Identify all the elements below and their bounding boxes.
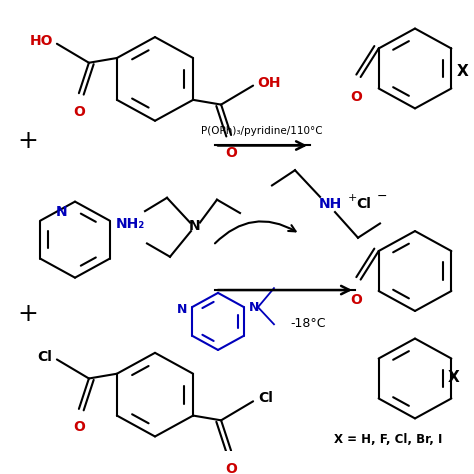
Text: X: X bbox=[456, 64, 468, 79]
Text: Cl: Cl bbox=[37, 350, 52, 364]
Text: Cl: Cl bbox=[356, 198, 371, 211]
Text: OH: OH bbox=[257, 76, 281, 90]
Text: X: X bbox=[447, 370, 459, 385]
Text: NH: NH bbox=[319, 198, 342, 211]
Text: +: + bbox=[348, 193, 357, 203]
FancyArrowPatch shape bbox=[215, 221, 296, 243]
Text: O: O bbox=[351, 293, 363, 307]
Text: O: O bbox=[73, 105, 85, 118]
Text: N: N bbox=[55, 205, 67, 219]
Text: O: O bbox=[225, 462, 237, 474]
Text: O: O bbox=[351, 91, 363, 104]
Text: Cl: Cl bbox=[258, 392, 273, 405]
Text: NH₂: NH₂ bbox=[116, 218, 145, 231]
Text: O: O bbox=[225, 146, 237, 161]
Text: −: − bbox=[377, 191, 388, 203]
Text: +: + bbox=[18, 302, 38, 326]
Text: N: N bbox=[177, 302, 187, 316]
Text: N: N bbox=[189, 219, 201, 233]
Text: -18°C: -18°C bbox=[290, 317, 326, 330]
Text: N: N bbox=[249, 301, 259, 314]
Text: +: + bbox=[18, 129, 38, 153]
Text: O: O bbox=[73, 420, 85, 434]
Text: HO: HO bbox=[29, 34, 53, 48]
Text: X = H, F, Cl, Br, I: X = H, F, Cl, Br, I bbox=[334, 433, 442, 446]
Text: P(OPh)₃/pyridine/110°C: P(OPh)₃/pyridine/110°C bbox=[201, 126, 323, 136]
